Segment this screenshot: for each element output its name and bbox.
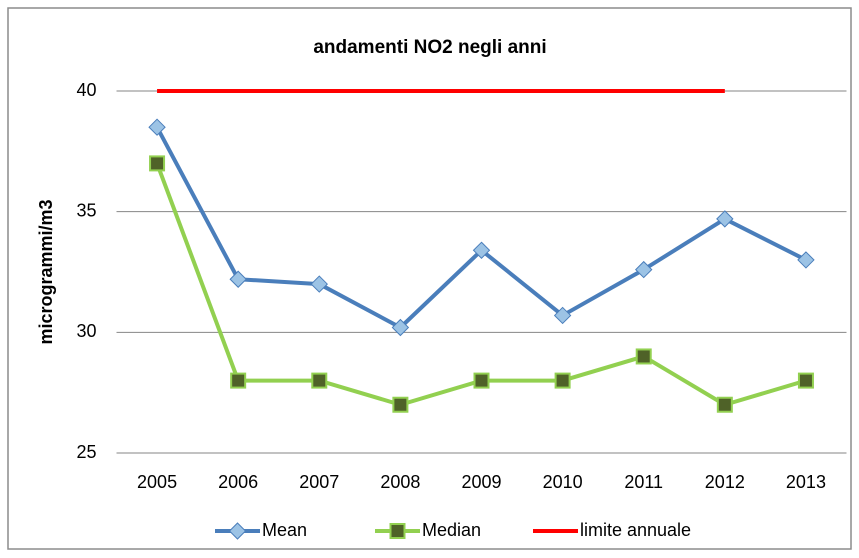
data-point (310, 275, 328, 293)
data-point (797, 372, 814, 389)
data-point (391, 318, 410, 337)
data-point (148, 118, 166, 136)
x-tick-label: 2010 (543, 472, 583, 492)
y-tick-label: 25 (76, 442, 96, 462)
data-point (635, 260, 653, 279)
data-point (635, 348, 652, 365)
x-tick-label: 2012 (705, 472, 745, 492)
data-point (472, 241, 491, 259)
chart-title: andamenti NO2 negli anni (313, 37, 546, 58)
chart-border (7, 7, 852, 550)
legend-label: limite annuale (580, 520, 691, 540)
legend-marker (228, 522, 247, 540)
x-tick-label: 2007 (299, 472, 339, 492)
data-point (311, 372, 328, 389)
data-point (149, 155, 166, 172)
data-point (553, 306, 572, 325)
data-point (230, 372, 247, 389)
data-point (716, 210, 734, 228)
y-axis-label: microgrammi/m3 (36, 199, 56, 344)
x-tick-label: 2009 (461, 472, 501, 492)
x-tick-label: 2011 (624, 472, 663, 492)
x-tick-label: 2013 (786, 472, 826, 492)
x-tick-label: 2006 (218, 472, 258, 492)
data-point (229, 270, 247, 288)
data-point (392, 396, 409, 413)
legend-marker (389, 523, 406, 539)
y-tick-label: 30 (76, 321, 96, 341)
data-point (716, 396, 733, 413)
data-point (554, 372, 571, 389)
y-tick-label: 40 (76, 80, 96, 100)
data-point (473, 372, 490, 389)
legend-label: Median (422, 520, 481, 540)
x-tick-label: 2008 (380, 472, 420, 492)
data-point (797, 251, 815, 269)
y-tick-label: 35 (76, 200, 96, 220)
legend-label: Mean (262, 520, 307, 540)
x-tick-label: 2005 (137, 472, 177, 492)
